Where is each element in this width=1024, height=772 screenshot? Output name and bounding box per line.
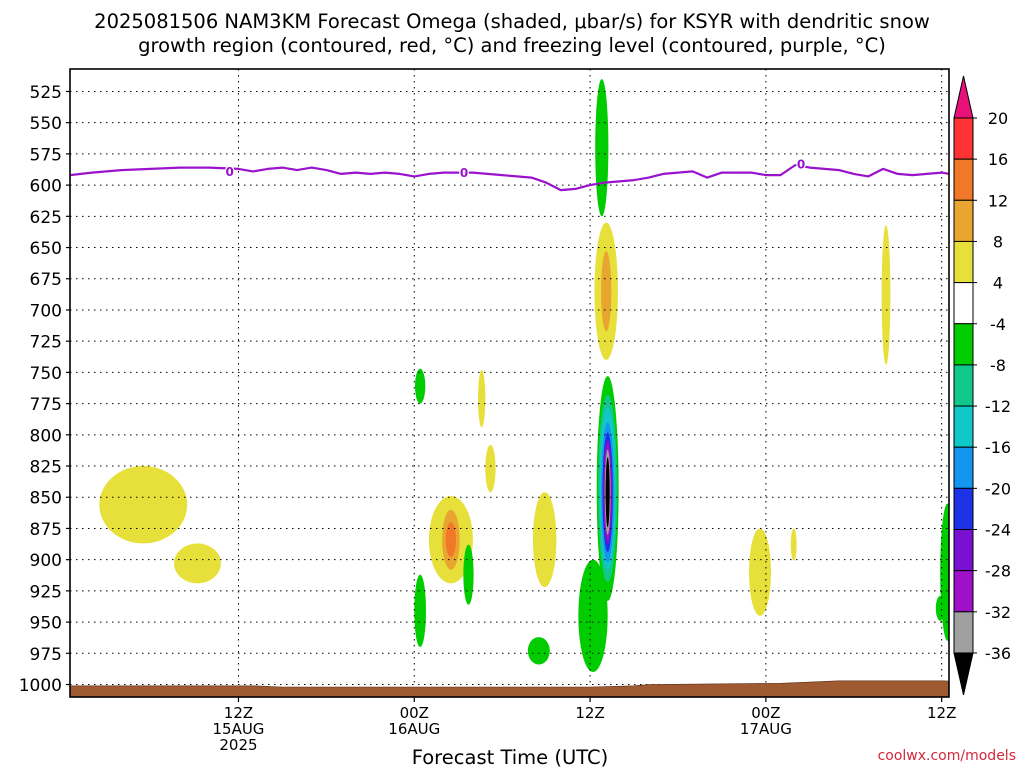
x-tick-label: 00Z (400, 704, 429, 722)
freezing-level-line (70, 164, 949, 192)
y-tick-label: 750 (30, 364, 62, 384)
colorbar-swatch (953, 323, 974, 366)
freezing-level-label: 0 (226, 165, 234, 179)
y-tick-label: 800 (30, 426, 62, 446)
colorbar-swatch (953, 199, 974, 242)
colorbar-label: 16 (988, 150, 1008, 169)
plot-grid (70, 69, 949, 697)
colorbar: 20 16 12 8 4 -4 -8 -12 -16 -20 -24 -28 -32 -36 (953, 75, 1011, 696)
omega-shade (532, 492, 557, 588)
omega-shade (595, 78, 609, 217)
colorbar-label: -8 (990, 356, 1006, 375)
colorbar-label: -28 (985, 562, 1011, 581)
omega-shade (445, 522, 457, 558)
colorbar-label: -24 (985, 521, 1011, 540)
credit-text: coolwx.com/models (878, 748, 1016, 764)
colorbar-swatch (953, 158, 974, 201)
colorbar-bottom-triangle (953, 652, 974, 696)
x-tick-label: 12Z (927, 704, 956, 722)
colorbar-label: -4 (990, 315, 1006, 334)
omega-shade (415, 368, 426, 404)
y-axis: 525 550 575 600 625 650 675 700 725 750 775 800 825 8… (19, 83, 70, 696)
colorbar-swatch (953, 487, 974, 531)
colorbar-label: 8 (993, 232, 1003, 251)
freezing-level-label: 0 (797, 157, 805, 171)
y-tick-label: 925 (30, 582, 62, 602)
colorbar-label: -20 (985, 479, 1011, 498)
colorbar-swatch (953, 570, 974, 613)
omega-shade (605, 457, 610, 528)
y-tick-label: 675 (30, 270, 62, 290)
omega-shade (940, 503, 949, 641)
omega-shading (99, 78, 949, 673)
chart-title-line-2: growth region (contoured, red, °C) and f… (138, 34, 886, 57)
omega-shade (578, 559, 608, 673)
colorbar-swatch (953, 405, 974, 448)
x-tick-label: 15AUG (212, 720, 264, 738)
y-tick-label: 950 (30, 614, 62, 634)
omega-shade (881, 225, 891, 365)
omega-shade (601, 251, 612, 332)
y-tick-label: 550 (30, 114, 62, 134)
contour-overlay: 0 0 0 (70, 156, 949, 697)
x-tick-label: 2025 (219, 736, 257, 754)
y-tick-label: 875 (30, 520, 62, 540)
omega-shade (749, 528, 772, 616)
y-tick-label: 700 (30, 301, 62, 321)
y-tick-label: 1000 (19, 676, 62, 696)
freezing-level-label: 0 (460, 166, 468, 180)
x-tick-label: 00Z (751, 704, 780, 722)
y-tick-label: 975 (30, 645, 62, 665)
y-tick-label: 625 (30, 208, 62, 228)
colorbar-swatch (953, 529, 974, 572)
colorbar-swatch (953, 240, 974, 284)
colorbar-label: -12 (985, 397, 1011, 416)
x-tick-label: 16AUG (388, 720, 440, 738)
x-tick-label: 12Z (575, 704, 604, 722)
x-tick-label: 12Z (224, 704, 253, 722)
colorbar-swatch (953, 117, 974, 160)
colorbar-swatch (953, 446, 974, 489)
colorbar-label: -32 (985, 603, 1011, 622)
y-tick-label: 775 (30, 395, 62, 415)
colorbar-label: -36 (985, 644, 1011, 663)
y-tick-label: 900 (30, 551, 62, 571)
colorbar-label: 20 (988, 109, 1008, 128)
x-tick-label: 17AUG (740, 720, 792, 738)
x-axis-label: Forecast Time (UTC) (412, 746, 609, 768)
omega-shade (414, 574, 426, 648)
colorbar-label: 4 (993, 274, 1003, 293)
y-tick-label: 850 (30, 489, 62, 509)
omega-shade (99, 466, 188, 544)
omega-shade (174, 543, 221, 584)
chart-title-line-1: 2025081506 NAM3KM Forecast Omega (shaded… (94, 10, 930, 33)
y-tick-label: 725 (30, 333, 62, 353)
colorbar-swatch (953, 611, 974, 654)
omega-shade (478, 369, 486, 428)
y-tick-label: 825 (30, 458, 62, 478)
y-tick-label: 525 (30, 83, 62, 103)
omega-shade (790, 528, 797, 561)
plot-frame (69, 68, 950, 698)
colorbar-label: 12 (988, 191, 1008, 210)
colorbar-swatch (953, 364, 974, 407)
colorbar-top-triangle (953, 75, 974, 119)
omega-shade (485, 444, 496, 493)
y-tick-label: 600 (30, 177, 62, 197)
omega-shade (463, 544, 474, 605)
colorbar-label: -16 (985, 438, 1011, 457)
y-tick-label: 650 (30, 239, 62, 259)
y-tick-label: 575 (30, 145, 62, 165)
colorbar-swatch (953, 282, 974, 325)
omega-shade (527, 637, 550, 665)
terrain-fill (70, 680, 949, 697)
